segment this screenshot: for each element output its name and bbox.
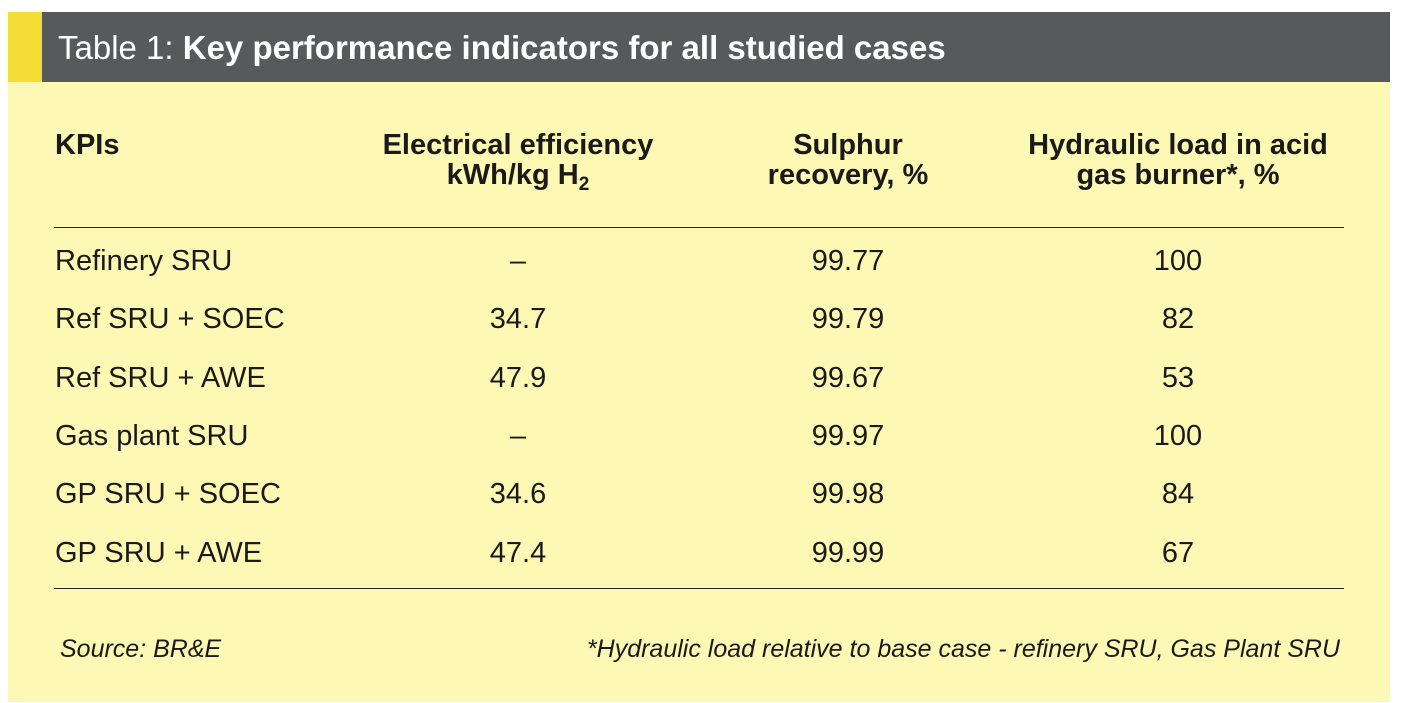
cell-sulphur-recovery: 99.97 <box>811 420 885 452</box>
cell-kpi: Ref SRU + SOEC <box>55 303 285 335</box>
header-sulphur-recovery: Sulphur recovery, % <box>708 130 988 190</box>
table-row: GP SRU + AWE 47.4 99.99 67 <box>8 524 1390 582</box>
cell-efficiency: – <box>509 245 527 277</box>
table-title-main: Key performance indicators for all studi… <box>182 29 946 66</box>
header-hydraulic-load-line1: Hydraulic load in acid <box>1028 129 1328 161</box>
cell-kpi: GP SRU + SOEC <box>55 478 281 510</box>
table-title: Table 1: Key performance indicators for … <box>58 28 946 68</box>
cell-hydraulic-load: 100 <box>1153 245 1203 277</box>
header-hydraulic-load-line2: gas burner*, % <box>1076 159 1280 191</box>
table-row: GP SRU + SOEC 34.6 99.98 84 <box>8 465 1390 523</box>
cell-sulphur-recovery: 99.98 <box>811 478 885 510</box>
cell-hydraulic-load: 84 <box>1161 478 1195 510</box>
cell-sulphur-recovery: 99.67 <box>811 362 885 394</box>
cell-hydraulic-load: 53 <box>1161 362 1195 394</box>
cell-efficiency: 34.6 <box>489 478 547 510</box>
title-bar: Table 1: Key performance indicators for … <box>8 12 1390 82</box>
footnote: *Hydraulic load relative to base case - … <box>586 635 1340 663</box>
header-sulphur-recovery-line1: Sulphur <box>793 129 903 161</box>
title-accent-stripe <box>8 12 42 82</box>
cell-efficiency: – <box>509 420 527 452</box>
header-electrical-efficiency-line2: kWh/kg H2 <box>328 159 708 194</box>
table-panel: Table 1: Key performance indicators for … <box>8 12 1390 702</box>
header-electrical-efficiency-unit: kWh/kg H <box>446 159 579 191</box>
table-bottom-divider <box>54 588 1344 589</box>
table-title-prefix: Table 1: <box>58 29 183 66</box>
header-electrical-efficiency-subscript: 2 <box>578 174 590 195</box>
table-row: Refinery SRU – 99.77 100 <box>8 232 1390 290</box>
cell-hydraulic-load: 82 <box>1161 303 1195 335</box>
table-row: Ref SRU + AWE 47.9 99.67 53 <box>8 349 1390 407</box>
cell-sulphur-recovery: 99.77 <box>811 245 885 277</box>
header-electrical-efficiency: Electrical efficiency kWh/kg H2 <box>328 129 708 194</box>
cell-sulphur-recovery: 99.99 <box>811 537 885 569</box>
cell-sulphur-recovery: 99.79 <box>811 303 885 335</box>
cell-efficiency: 34.7 <box>489 303 547 335</box>
table-row: Ref SRU + SOEC 34.7 99.79 82 <box>8 290 1390 348</box>
cell-efficiency: 47.4 <box>489 537 547 569</box>
header-divider <box>54 227 1344 228</box>
source-note: Source: BR&E <box>60 635 222 663</box>
table-row: Gas plant SRU – 99.97 100 <box>8 407 1390 465</box>
cell-efficiency: 47.9 <box>489 362 547 394</box>
cell-kpi: Refinery SRU <box>55 245 233 277</box>
cell-kpi: Gas plant SRU <box>55 420 249 452</box>
cell-kpi: Ref SRU + AWE <box>55 362 266 394</box>
cell-hydraulic-load: 100 <box>1153 420 1203 452</box>
cell-kpi: GP SRU + AWE <box>55 537 263 569</box>
header-hydraulic-load: Hydraulic load in acid gas burner*, % <box>988 130 1368 190</box>
header-sulphur-recovery-line2: recovery, % <box>767 159 929 191</box>
cell-hydraulic-load: 67 <box>1161 537 1195 569</box>
header-kpis: KPIs <box>55 129 120 161</box>
header-electrical-efficiency-line1: Electrical efficiency <box>382 129 654 161</box>
